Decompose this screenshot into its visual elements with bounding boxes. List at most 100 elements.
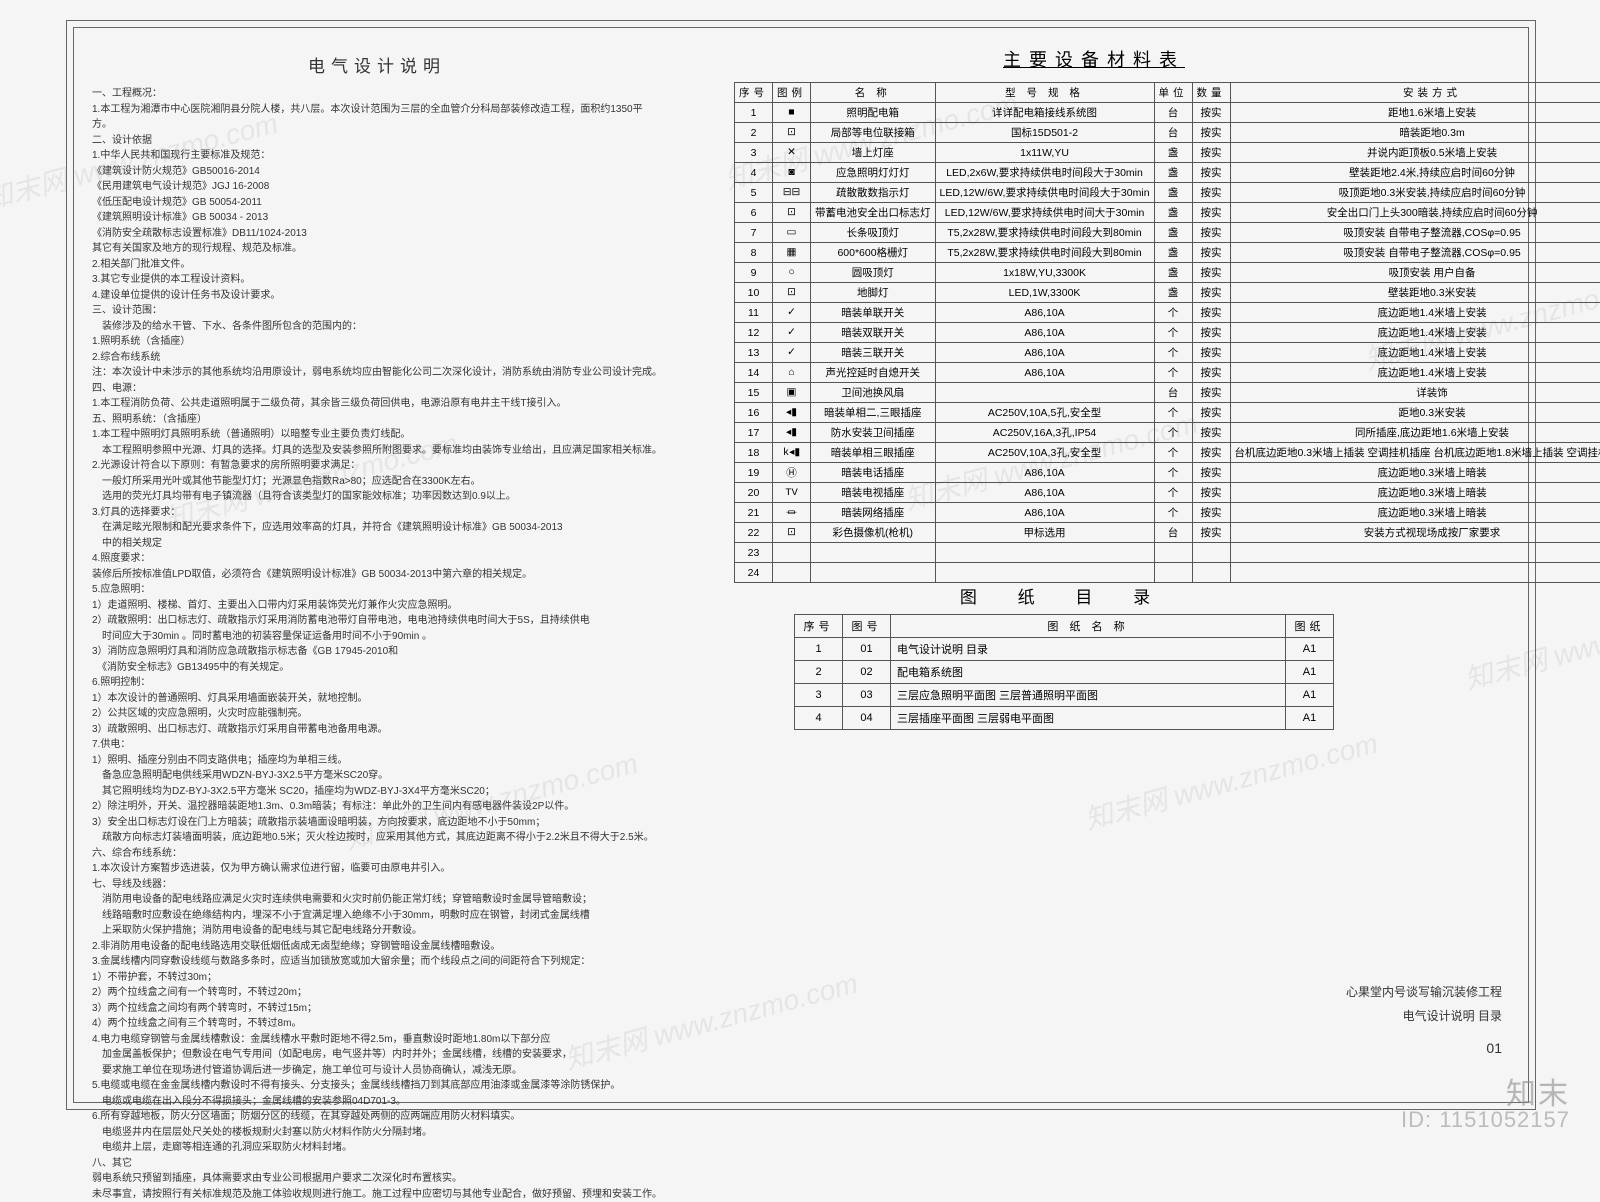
materials-cell: 18 [735, 443, 773, 463]
table-row: 2⊡局部等电位联接箱国标15D501-2台按实暗装距地0.3m [735, 123, 1600, 143]
materials-header-cell: 单位 [1154, 83, 1192, 103]
materials-cell: A86,10A [935, 343, 1154, 363]
materials-cell: A86,10A [935, 323, 1154, 343]
toc-title: 图 纸 目 录 [794, 583, 1334, 608]
materials-cell: LED,2x6W,要求持续供电时间段大于30min [935, 163, 1154, 183]
note-line: 五、照明系统：（含插座） [92, 412, 662, 428]
materials-cell: 壁装距地0.3米安装 [1230, 283, 1600, 303]
materials-cell: 按实 [1192, 303, 1230, 323]
materials-cell [1192, 563, 1230, 583]
materials-cell: LED,12W/6W,要求持续供电时间段大于30min [935, 183, 1154, 203]
materials-cell: 底边距地0.3米墙上暗装 [1230, 483, 1600, 503]
note-line: 八、其它 [92, 1156, 662, 1172]
materials-cell: ◂▮ [773, 423, 811, 443]
materials-cell: 按实 [1192, 143, 1230, 163]
materials-cell: 12 [735, 323, 773, 343]
materials-cell: 带蓄电池安全出口标志灯 [811, 203, 936, 223]
materials-cell: 壁装距地2.4米,持续应启时间60分钟 [1230, 163, 1600, 183]
materials-cell: 3 [735, 143, 773, 163]
materials-cell: 暗装电视插座 [811, 483, 936, 503]
materials-cell: 23 [735, 543, 773, 563]
materials-cell: ✕ [773, 143, 811, 163]
note-line: 1.本工程为湘潭市中心医院湘阴县分院人楼，共八层。本次设计范围为三层的全血管介分… [92, 102, 662, 133]
materials-cell: 防水安装卫间插座 [811, 423, 936, 443]
materials-cell: 1 [735, 103, 773, 123]
materials-cell: 20 [735, 483, 773, 503]
table-row: 7▭长条吸顶灯T5,2x28W,要求持续供电时间段大到80min盏按实吸顶安装 … [735, 223, 1600, 243]
note-line: 四、电源： [92, 381, 662, 397]
toc-area: 图 纸 目 录 序号图号图 纸 名 称图纸 101电气设计说明 目录A1202配… [794, 583, 1334, 730]
materials-cell: 吸顶安装 用户自备 [1230, 263, 1600, 283]
materials-cell: ⊡ [773, 123, 811, 143]
table-row: 202配电箱系统图A1 [795, 661, 1334, 684]
toc-header-cell: 图号 [843, 615, 891, 638]
materials-cell: LED,12W/6W,要求持续供电时间大于30min [935, 203, 1154, 223]
note-line: 上采取防火保护措施；消防用电设备的配电线与其它配电线路分开敷设。 [92, 923, 662, 939]
note-line: 2）疏散照明：出口标志灯、疏散指示灯采用消防蓄电池带灯自带电池，电电池持续供电时… [92, 613, 662, 629]
note-line: 线路暗敷时应敷设在绝缘结构内，埋深不小于宜满足埋入绝缘不小于30mm，明敷时应在… [92, 908, 662, 924]
materials-cell: 19 [735, 463, 773, 483]
materials-cell: 安全出口门上头300暗装,持续应启时间60分钟 [1230, 203, 1600, 223]
materials-area: 主要设备材料表 序号图例名 称型 号 规 格单位数量安装方式 1■照明配电箱详详… [734, 46, 1454, 583]
materials-cell: 距地1.6米墙上安装 [1230, 103, 1600, 123]
materials-cell: 底边距地1.4米墙上安装 [1230, 303, 1600, 323]
toc-cell: 2 [795, 661, 843, 684]
materials-cell: 并说内距顶板0.5米墙上安装 [1230, 143, 1600, 163]
materials-cell: 声光控延时自熄开关 [811, 363, 936, 383]
table-row: 12✓暗装双联开关A86,10A个按实底边距地1.4米墙上安装 [735, 323, 1600, 343]
materials-cell: 台 [1154, 383, 1192, 403]
materials-cell: 按实 [1192, 263, 1230, 283]
materials-cell: ◂▮ [773, 403, 811, 423]
materials-cell: k◂▮ [773, 443, 811, 463]
toc-cell: 电气设计说明 目录 [891, 638, 1286, 661]
note-line: 4）两个拉线盒之间有三个转弯时，不转过8m。 [92, 1016, 662, 1032]
materials-cell: 22 [735, 523, 773, 543]
materials-cell: 15 [735, 383, 773, 403]
materials-cell: 个 [1154, 303, 1192, 323]
toc-header-cell: 图纸 [1286, 615, 1334, 638]
table-row: 24 [735, 563, 1600, 583]
note-line: 2）除注明外，开关、温控器暗装距地1.3m、0.3m暗装；有标注：单此外的卫生间… [92, 799, 662, 815]
materials-cell: 安装方式视现场成按厂家要求 [1230, 523, 1600, 543]
materials-cell: 暗装三联开关 [811, 343, 936, 363]
materials-cell: 17 [735, 423, 773, 443]
materials-cell: 盏 [1154, 263, 1192, 283]
materials-cell: ▭ [773, 223, 811, 243]
toc-cell: A1 [1286, 661, 1334, 684]
note-line: 1.本工程中照明灯具照明系统（普通照明）以暗整专业主要负责灯线配。 [92, 427, 662, 443]
note-line: 时间应大于30min 。同时蓄电池的初装容量保证运备用时间不小于90min 。 [92, 629, 662, 645]
toc-table: 序号图号图 纸 名 称图纸 101电气设计说明 目录A1202配电箱系统图A13… [794, 614, 1334, 730]
materials-cell: 4 [735, 163, 773, 183]
toc-cell: A1 [1286, 638, 1334, 661]
materials-cell: 个 [1154, 363, 1192, 383]
table-row: 19Ⓗ暗装电话插座A86,10A个按实底边距地0.3米墙上暗装 [735, 463, 1600, 483]
table-row: 303三层应急照明平面图 三层普通照明平面图A1 [795, 684, 1334, 707]
materials-cell: 按实 [1192, 283, 1230, 303]
note-line: 疏散方向标志灯装墙面明装，底边距地0.5米；灭火栓边按时，应采用其他方式，其底边… [92, 830, 662, 846]
toc-cell: A1 [1286, 707, 1334, 730]
note-line: 其它有关国家及地方的现行规程、规范及标准。 [92, 241, 662, 257]
materials-cell: 个 [1154, 343, 1192, 363]
note-line: 《消防安全标志》GB13495中的有关规定。 [92, 660, 662, 676]
toc-header-cell: 序号 [795, 615, 843, 638]
materials-cell: 暗装单相三眼插座 [811, 443, 936, 463]
note-line: 《消防安全疏散标志设置标准》DB11/1024-2013 [92, 226, 662, 242]
toc-cell: 1 [795, 638, 843, 661]
materials-cell: A86,10A [935, 363, 1154, 383]
materials-cell [1230, 543, 1600, 563]
note-line: 3）两个拉线盒之间均有两个转弯时，不转过15m； [92, 1001, 662, 1017]
materials-cell [1154, 543, 1192, 563]
table-row: 14⌂声光控延时自熄开关A86,10A个按实底边距地1.4米墙上安装 [735, 363, 1600, 383]
materials-cell: 按实 [1192, 423, 1230, 443]
toc-cell: 04 [843, 707, 891, 730]
note-line: 一般灯所采用光叶或其他节能型灯灯；光源显色指数Ra>80；应选配合在3300K左… [92, 474, 662, 490]
materials-cell: 长条吸顶灯 [811, 223, 936, 243]
note-line: 2）两个拉线盒之间有一个转弯时，不转过20m； [92, 985, 662, 1001]
materials-cell: 盏 [1154, 223, 1192, 243]
note-line: 未尽事宜，请按照行有关标准规范及施工体验收规则进行施工。施工过程中应密切与其他专… [92, 1187, 662, 1202]
materials-cell: 疏散散数指示灯 [811, 183, 936, 203]
note-line: 6.所有穿越地板，防火分区墙面；防烟分区的线缆，在其穿越处两侧的应两端应用防火材… [92, 1109, 662, 1125]
table-row: 21⏛暗装网络插座A86,10A个按实底边距地0.3米墙上暗装 [735, 503, 1600, 523]
materials-cell: 13 [735, 343, 773, 363]
toc-cell: 三层插座平面图 三层弱电平面图 [891, 707, 1286, 730]
